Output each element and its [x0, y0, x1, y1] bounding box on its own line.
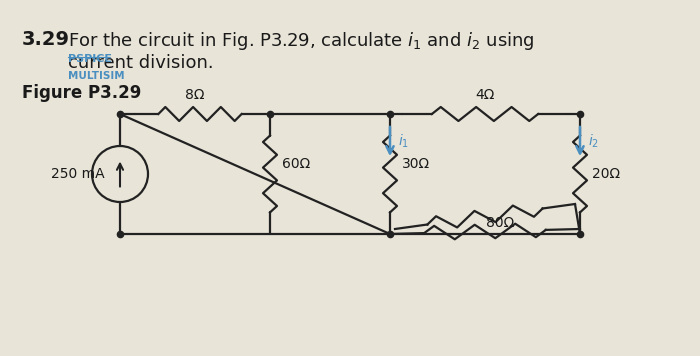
Text: 4Ω: 4Ω — [475, 88, 495, 102]
Text: $i_1$: $i_1$ — [398, 133, 409, 150]
Text: $i_2$: $i_2$ — [588, 133, 599, 150]
Text: Figure P3.29: Figure P3.29 — [22, 84, 141, 102]
Text: 30Ω: 30Ω — [402, 157, 430, 171]
Text: 8Ω: 8Ω — [186, 88, 204, 102]
Text: PSPICE: PSPICE — [68, 54, 112, 64]
Text: 20Ω: 20Ω — [592, 167, 620, 181]
Text: 3.29: 3.29 — [22, 30, 70, 49]
Text: current division.: current division. — [68, 54, 214, 72]
Text: For the circuit in Fig. P3.29, calculate $i_1$ and $i_2$ using: For the circuit in Fig. P3.29, calculate… — [68, 30, 535, 52]
Text: 250 mA: 250 mA — [51, 167, 105, 181]
Text: 60Ω: 60Ω — [282, 157, 310, 171]
Text: MULTISIM: MULTISIM — [68, 71, 125, 81]
Text: 80Ω: 80Ω — [486, 216, 514, 230]
